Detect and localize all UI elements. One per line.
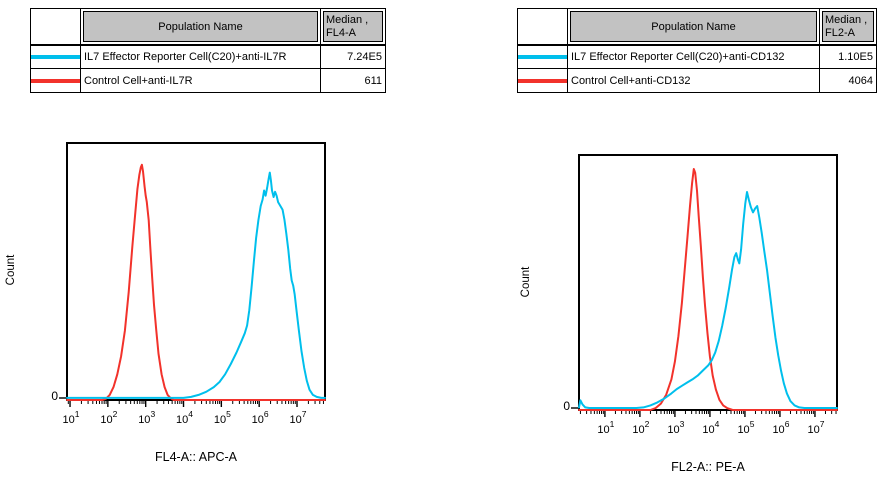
x-tick-label: 101 bbox=[597, 419, 614, 436]
population-name-header-cell: Population Name bbox=[81, 9, 321, 44]
x-tick-label: 105 bbox=[737, 419, 754, 436]
cyan-series-swatch bbox=[31, 55, 80, 59]
stats-table-fl2: Population Name Median , FL2-A IL7 Effec… bbox=[517, 8, 877, 93]
stats-table-header-row: Population Name Median , FL2-A bbox=[518, 9, 876, 46]
y-axis-zero-tick-label: 0 bbox=[563, 399, 570, 413]
median-header-line2: FL4-A bbox=[326, 26, 356, 39]
table-row: Control Cell+anti-IL7R 611 bbox=[31, 69, 385, 92]
swatch-cell bbox=[31, 69, 81, 92]
median-header-line1: Median , bbox=[825, 13, 868, 26]
median-value: 611 bbox=[364, 74, 382, 87]
x-axis-title: FL2-A:: PE-A bbox=[671, 460, 745, 474]
population-name-header-cell: Population Name bbox=[568, 9, 820, 44]
median-value: 4064 bbox=[848, 74, 873, 87]
median-header: Median , FL4-A bbox=[323, 11, 383, 42]
median-value: 1.10E5 bbox=[838, 51, 873, 63]
stats-table-header-row: Population Name Median , FL4-A bbox=[31, 9, 385, 46]
median-header: Median , FL2-A bbox=[822, 11, 874, 42]
population-name-header: Population Name bbox=[570, 11, 817, 42]
x-tick-label: 104 bbox=[176, 409, 193, 426]
histogram-curve bbox=[66, 171, 326, 399]
median-header-line1: Median , bbox=[326, 13, 369, 26]
histogram-curve bbox=[66, 163, 326, 401]
plot-border bbox=[66, 142, 326, 401]
x-tick-label: 102 bbox=[632, 419, 649, 436]
histogram-curve bbox=[578, 168, 838, 411]
plot-border bbox=[578, 154, 838, 411]
swatch-cell bbox=[518, 46, 568, 68]
table-row: IL7 Effector Reporter Cell(C20)+anti-IL7… bbox=[31, 46, 385, 69]
median-header-cell: Median , FL4-A bbox=[321, 9, 385, 44]
population-name: Control Cell+anti-CD132 bbox=[568, 69, 820, 92]
y-axis-label: Count bbox=[5, 254, 17, 286]
table-row: Control Cell+anti-CD132 4064 bbox=[518, 69, 876, 92]
median-header-cell: Median , FL2-A bbox=[820, 9, 876, 44]
x-axis-title: FL4-A:: APC-A bbox=[155, 450, 237, 464]
red-series-swatch bbox=[518, 78, 567, 83]
fl2-histogram-plot: 101 102 103 104 105 106 107 bbox=[571, 154, 838, 436]
y-axis-zero-tick-label: 0 bbox=[51, 389, 58, 403]
population-name: IL7 Effector Reporter Cell(C20)+anti-CD1… bbox=[568, 46, 820, 68]
fl4-histogram-plot: 101 102 103 104 105 106 107 bbox=[59, 142, 326, 426]
median-value: 7.24E5 bbox=[347, 51, 382, 63]
x-tick-label: 103 bbox=[138, 409, 155, 426]
stats-table-fl4: Population Name Median , FL4-A IL7 Effec… bbox=[30, 8, 386, 93]
swatch-cell bbox=[518, 69, 568, 92]
x-tick-label: 107 bbox=[290, 409, 307, 426]
x-tick-label: 106 bbox=[252, 409, 269, 426]
red-series-swatch bbox=[31, 78, 80, 83]
x-tick-label: 103 bbox=[667, 419, 684, 436]
population-name: Control Cell+anti-IL7R bbox=[81, 69, 321, 92]
swatch-header-cell bbox=[518, 9, 568, 44]
median-header-line2: FL2-A bbox=[825, 26, 855, 39]
population-name: IL7 Effector Reporter Cell(C20)+anti-IL7… bbox=[81, 46, 321, 68]
swatch-header-cell bbox=[31, 9, 81, 44]
swatch-cell bbox=[31, 46, 81, 68]
x-tick-label: 104 bbox=[702, 419, 719, 436]
x-tick-label: 107 bbox=[807, 419, 824, 436]
table-row: IL7 Effector Reporter Cell(C20)+anti-CD1… bbox=[518, 46, 876, 69]
histogram-curve bbox=[578, 191, 838, 409]
x-tick-label: 101 bbox=[63, 409, 80, 426]
x-tick-label: 106 bbox=[772, 419, 789, 436]
cyan-series-swatch bbox=[518, 55, 567, 59]
x-tick-label: 105 bbox=[214, 409, 231, 426]
x-tick-label: 102 bbox=[100, 409, 117, 426]
population-name-header: Population Name bbox=[83, 11, 318, 42]
y-axis-label: Count bbox=[520, 266, 532, 298]
